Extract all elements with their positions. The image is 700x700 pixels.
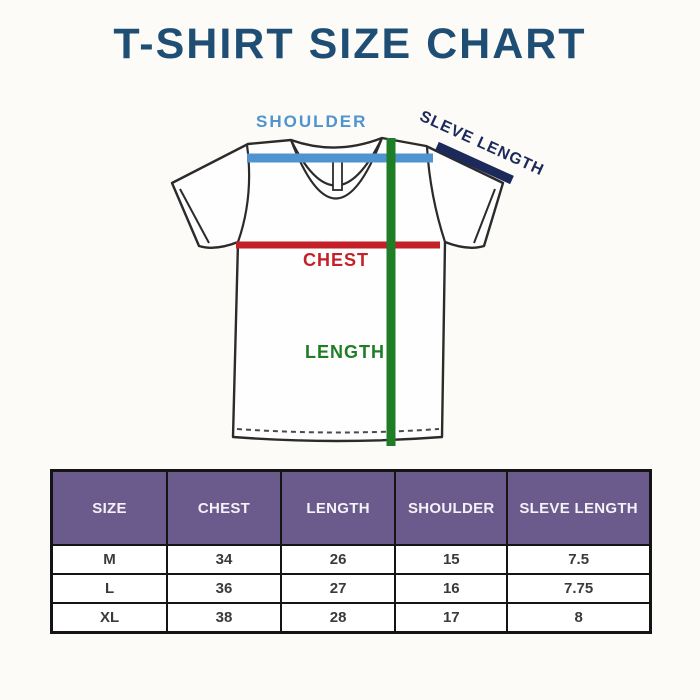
chest-label: CHEST (303, 250, 370, 270)
left-cuff-seam (179, 188, 210, 244)
header-length: LENGTH (279, 469, 397, 546)
cell-m-sleve: 7.5 (506, 544, 652, 575)
sleeve-measure-line (435, 141, 514, 185)
cell-m-size: M (50, 544, 169, 575)
cell-m-chest: 34 (166, 544, 282, 575)
cell-m-shoulder: 15 (394, 544, 509, 575)
tshirt-outline (170, 136, 505, 443)
table-row-m: M 34 26 15 7.5 (50, 544, 652, 575)
cell-m-length: 26 (279, 544, 397, 575)
length-label: LENGTH (305, 342, 385, 362)
cell-l-shoulder: 16 (394, 573, 509, 604)
size-chart-table: SIZE CHEST LENGTH SHOULDER SLEVE LENGTH … (50, 469, 652, 634)
collar-outer-arc (289, 137, 384, 200)
table-header-row: SIZE CHEST LENGTH SHOULDER SLEVE LENGTH (50, 469, 652, 546)
cell-xl-sleve: 8 (506, 602, 652, 634)
cell-l-length: 27 (279, 573, 397, 604)
header-sleve-length: SLEVE LENGTH (506, 469, 652, 546)
neck-tag-icon (332, 157, 343, 191)
cell-l-chest: 36 (166, 573, 282, 604)
shoulder-label: SHOULDER (256, 112, 368, 131)
cell-l-size: L (50, 573, 169, 604)
table-row-xl: XL 38 28 17 8 (50, 602, 652, 634)
page-title: T-SHIRT SIZE CHART (113, 20, 587, 68)
hem-stitch (236, 428, 440, 434)
cell-l-sleve: 7.75 (506, 573, 652, 604)
header-shoulder: SHOULDER (394, 469, 509, 546)
header-size: SIZE (50, 469, 169, 546)
table-row-l: L 36 27 16 7.75 (50, 573, 652, 604)
header-chest: CHEST (166, 469, 282, 546)
cell-xl-chest: 38 (166, 602, 282, 634)
cell-xl-shoulder: 17 (394, 602, 509, 634)
cell-xl-size: XL (50, 602, 169, 634)
right-cuff-seam (473, 188, 496, 244)
cell-xl-length: 28 (279, 602, 397, 634)
